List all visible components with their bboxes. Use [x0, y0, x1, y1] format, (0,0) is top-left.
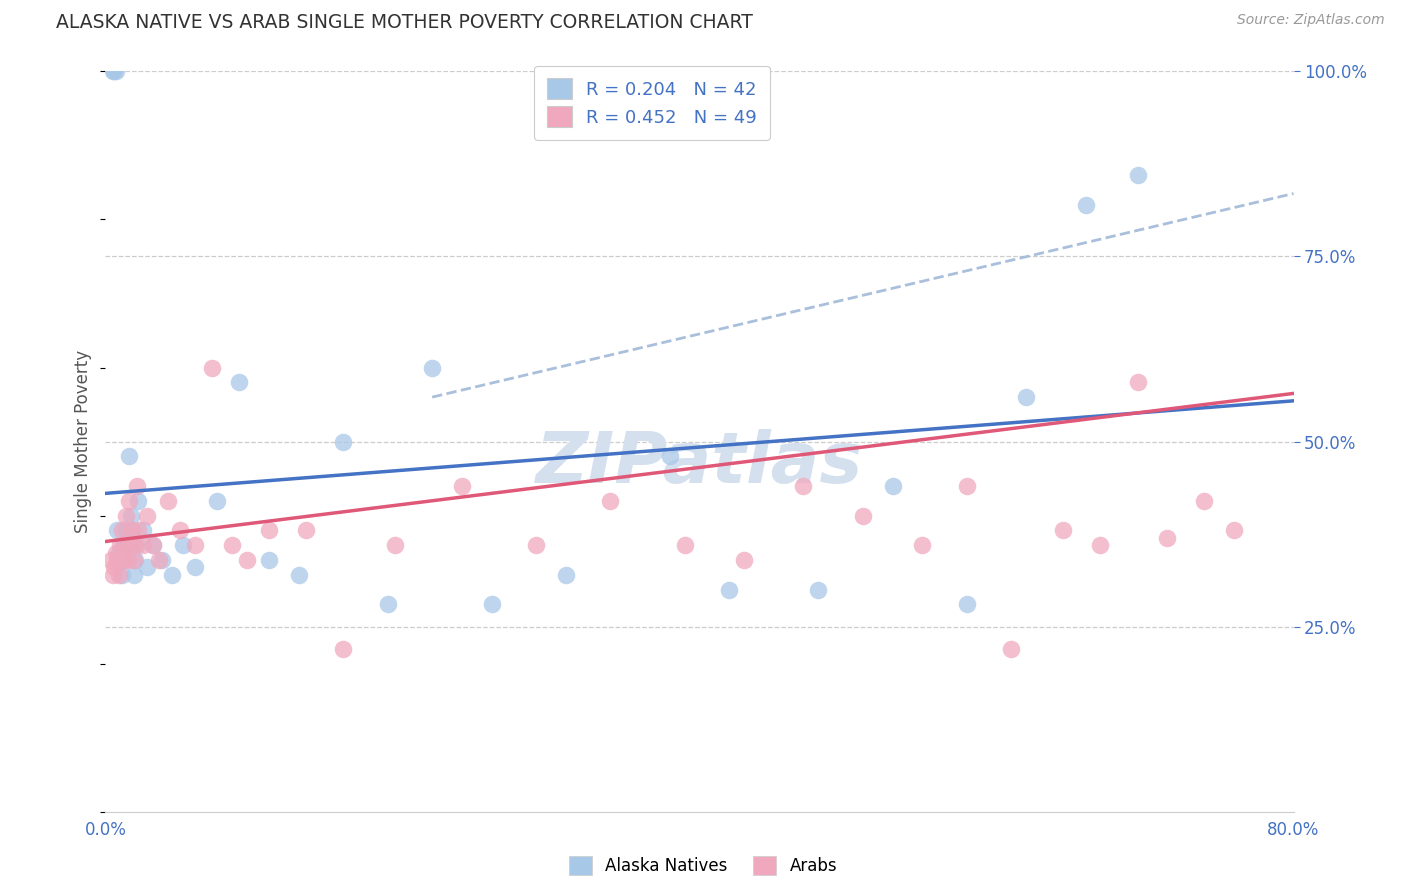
Point — [124, 553, 146, 567]
Point — [105, 553, 128, 567]
Point — [114, 538, 136, 552]
Point — [136, 508, 159, 523]
Point — [162, 567, 184, 582]
Point — [115, 524, 138, 538]
Point — [956, 479, 979, 493]
Point — [101, 567, 124, 582]
Point — [172, 538, 194, 552]
Point — [122, 553, 145, 567]
Point — [882, 479, 904, 493]
Point — [105, 524, 128, 538]
Point — [384, 538, 406, 552]
Point — [332, 641, 354, 656]
Point — [1194, 493, 1216, 508]
Point — [127, 524, 149, 538]
Point — [148, 553, 170, 567]
Point — [104, 546, 127, 560]
Point — [332, 434, 354, 449]
Point — [956, 598, 979, 612]
Point — [156, 493, 179, 508]
Point — [911, 538, 934, 552]
Point — [658, 450, 681, 464]
Point — [807, 582, 830, 597]
Point — [201, 360, 224, 375]
Point — [110, 538, 132, 552]
Point — [733, 553, 755, 567]
Point — [100, 553, 122, 567]
Point — [1015, 390, 1038, 404]
Point — [1126, 376, 1149, 390]
Point — [377, 598, 399, 612]
Point — [115, 508, 138, 523]
Point — [1074, 197, 1097, 211]
Point — [131, 524, 153, 538]
Point — [125, 538, 148, 552]
Point — [131, 538, 153, 552]
Point — [205, 493, 228, 508]
Point — [117, 538, 139, 552]
Text: ALASKA NATIVE VS ARAB SINGLE MOTHER POVERTY CORRELATION CHART: ALASKA NATIVE VS ARAB SINGLE MOTHER POVE… — [56, 13, 754, 32]
Point — [295, 524, 318, 538]
Point — [554, 567, 576, 582]
Point — [136, 560, 159, 574]
Point — [120, 508, 142, 523]
Text: ZIPatlas: ZIPatlas — [536, 429, 863, 499]
Point — [111, 567, 134, 582]
Point — [112, 538, 135, 552]
Point — [524, 538, 547, 552]
Point — [1223, 524, 1246, 538]
Point — [718, 582, 741, 597]
Point — [257, 524, 280, 538]
Point — [142, 538, 165, 552]
Point — [792, 479, 814, 493]
Point — [257, 553, 280, 567]
Point — [120, 538, 142, 552]
Point — [108, 567, 131, 582]
Point — [121, 524, 143, 538]
Point — [1052, 524, 1074, 538]
Point — [852, 508, 875, 523]
Point — [117, 553, 139, 567]
Point — [183, 538, 205, 552]
Point — [114, 553, 136, 567]
Point — [108, 546, 131, 560]
Point — [110, 553, 132, 567]
Point — [1000, 641, 1022, 656]
Point — [118, 493, 141, 508]
Legend: R = 0.204   N = 42, R = 0.452   N = 49: R = 0.204 N = 42, R = 0.452 N = 49 — [534, 66, 770, 140]
Point — [103, 64, 125, 78]
Point — [142, 538, 165, 552]
Point — [121, 524, 143, 538]
Point — [228, 376, 250, 390]
Point — [150, 553, 173, 567]
Point — [287, 567, 309, 582]
Point — [112, 553, 135, 567]
Point — [481, 598, 503, 612]
Point — [125, 479, 148, 493]
Point — [450, 479, 472, 493]
Point — [221, 538, 243, 552]
Point — [169, 524, 191, 538]
Point — [1126, 168, 1149, 182]
Point — [1156, 531, 1178, 545]
Point — [235, 553, 257, 567]
Point — [673, 538, 696, 552]
Point — [103, 560, 125, 574]
Legend: Alaska Natives, Arabs: Alaska Natives, Arabs — [562, 849, 844, 882]
Point — [122, 567, 145, 582]
Y-axis label: Single Mother Poverty: Single Mother Poverty — [75, 350, 93, 533]
Point — [104, 64, 127, 78]
Point — [111, 524, 134, 538]
Point — [127, 493, 149, 508]
Point — [101, 64, 124, 78]
Point — [420, 360, 443, 375]
Point — [1090, 538, 1112, 552]
Point — [118, 450, 141, 464]
Point — [599, 493, 621, 508]
Text: Source: ZipAtlas.com: Source: ZipAtlas.com — [1237, 13, 1385, 28]
Point — [183, 560, 205, 574]
Point — [124, 538, 146, 552]
